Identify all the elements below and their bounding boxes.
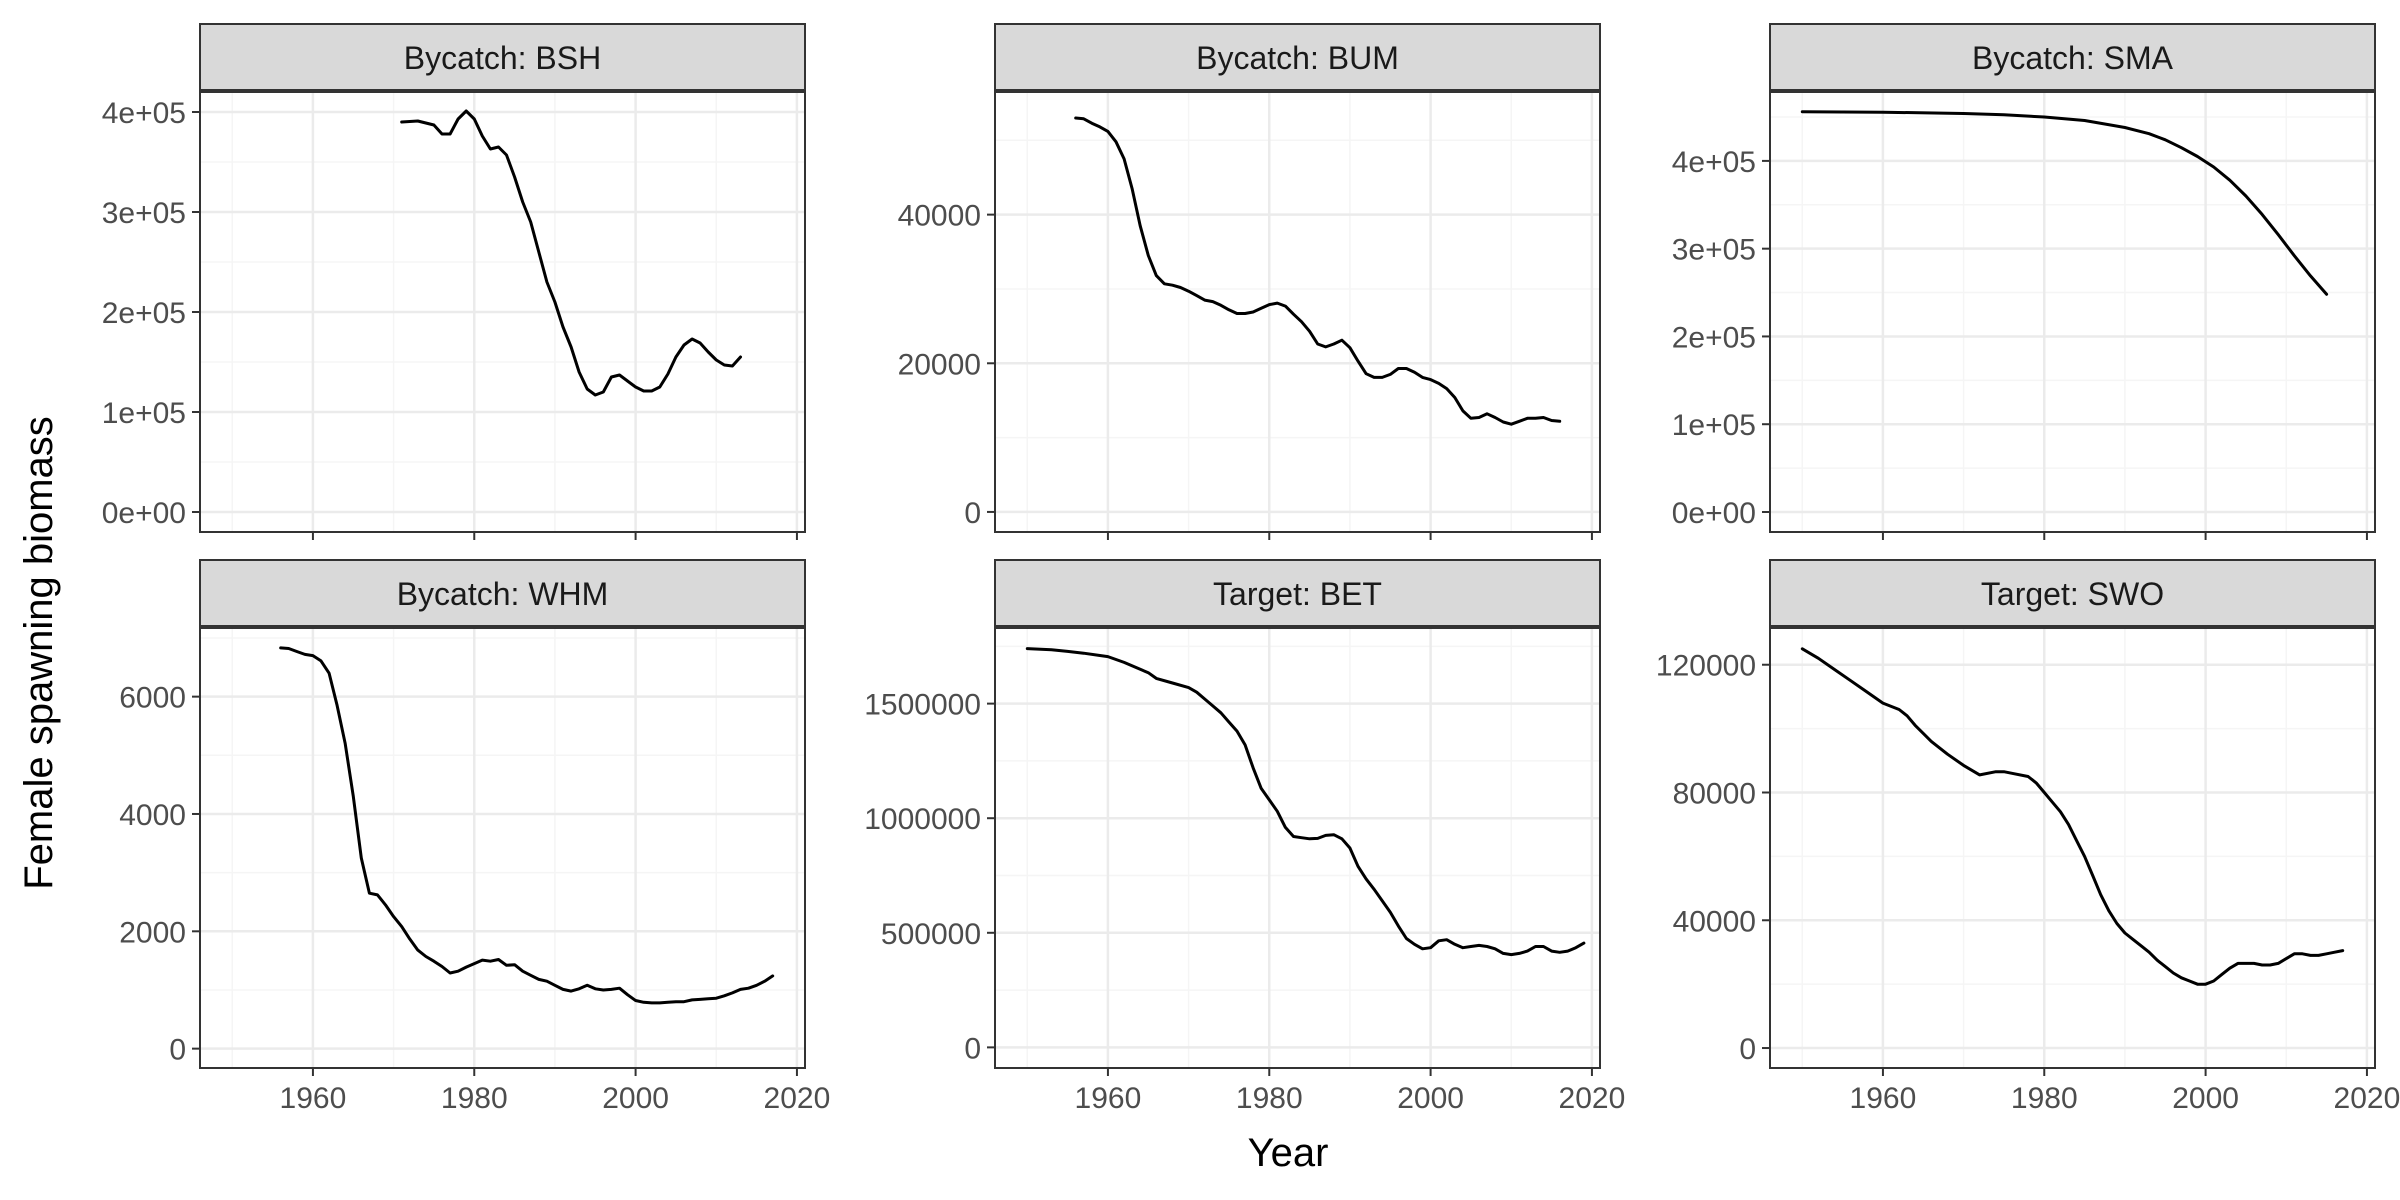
y-tick-label: 80000 [1673, 778, 1756, 811]
facet-strip [1769, 23, 2376, 91]
x-tick-label: 1960 [280, 1082, 347, 1115]
series-line-bycatch-whm [279, 646, 775, 1005]
series-line-bycatch-bsh [400, 109, 742, 397]
panel-background [1770, 92, 2375, 532]
x-tick-label: 2000 [602, 1082, 669, 1115]
y-tick-label: 2e+05 [1672, 321, 1756, 354]
panel-bycatch-bsh: Bycatch: BSH 0e+00 1e+05 2e+05 3e+05 4e+05 [102, 23, 806, 540]
facet-strip [1769, 559, 2376, 627]
panel-bycatch-bum: Bycatch: BUM 0 20000 40000 [898, 23, 1601, 540]
x-tick-label: 2000 [1397, 1082, 1464, 1115]
y-tick-label: 0 [964, 497, 981, 530]
panel-border [994, 627, 1601, 1069]
panel-bycatch-whm: Bycatch: WHM 0 2000 4000 6000 1960 1980 2000 202… [119, 559, 831, 1115]
facet-strip-label: Bycatch: SMA [1972, 40, 2174, 76]
x-axis-title: Year [1248, 1131, 1329, 1175]
y-tick-label: 2e+05 [102, 297, 186, 330]
y-tick-label: 3e+05 [102, 197, 186, 230]
facet-strip [994, 23, 1601, 91]
y-tick-label: 0 [964, 1032, 981, 1065]
y-tick-label: 4e+05 [102, 97, 186, 130]
y-axis-title: Female spawning biomass [17, 416, 61, 890]
y-tick-label: 40000 [1673, 905, 1756, 938]
y-tick-label: 20000 [898, 348, 981, 381]
series-line-target-bet [1025, 647, 1586, 957]
x-tick-label: 2020 [1559, 1082, 1626, 1115]
panel-background [1770, 628, 2375, 1068]
y-tick-label: 120000 [1656, 650, 1756, 683]
y-tick-label: 500000 [881, 918, 981, 951]
facet-strip-label: Bycatch: BUM [1196, 40, 1399, 76]
y-tick-label: 4e+05 [1672, 146, 1756, 179]
y-tick-label: 40000 [898, 200, 981, 233]
x-tick-label: 1980 [1236, 1082, 1303, 1115]
y-tick-label: 1e+05 [102, 397, 186, 430]
panel-background [995, 92, 1600, 532]
facet-strip-label: Target: BET [1213, 576, 1382, 612]
y-tick-label: 1500000 [864, 689, 981, 722]
facet-strip [199, 559, 806, 627]
series-line-bycatch-bum [1074, 116, 1562, 426]
x-tick-label: 1960 [1075, 1082, 1142, 1115]
y-tick-label: 1e+05 [1672, 409, 1756, 442]
y-tick-label: 3e+05 [1672, 234, 1756, 267]
panel-border [1769, 627, 2376, 1069]
y-tick-label: 4000 [119, 799, 186, 832]
y-tick-label: 1000000 [864, 803, 981, 836]
facet-strip [994, 559, 1601, 627]
series-line-target-swo [1800, 647, 2345, 986]
x-tick-label: 1980 [2011, 1082, 2078, 1115]
x-tick-label: 1960 [1850, 1082, 1917, 1115]
x-tick-label: 1980 [441, 1082, 508, 1115]
y-tick-label: 2000 [119, 916, 186, 949]
panel-border [199, 627, 806, 1069]
panel-background [200, 628, 805, 1068]
y-tick-label: 6000 [119, 682, 186, 715]
x-tick-label: 2020 [2334, 1082, 2400, 1115]
facet-strip-label: Target: SWO [1981, 576, 2164, 612]
y-tick-label: 0e+00 [1672, 497, 1756, 530]
y-tick-label: 0e+00 [102, 497, 186, 530]
series-line-bycatch-sma [1800, 110, 2329, 296]
facet-panels: Bycatch: BSH0e+001e+052e+053e+054e+05Byc… [102, 23, 2400, 1115]
x-tick-label: 2000 [2172, 1082, 2239, 1115]
panel-border [1769, 91, 2376, 533]
panel-border [994, 91, 1601, 533]
panel-target-bet: Target: BET 0 500000 1000000 1500000 1960 1980… [864, 559, 1626, 1115]
facet-strip [199, 23, 806, 91]
y-tick-label: 0 [1739, 1033, 1756, 1066]
y-tick-label: 0 [169, 1034, 186, 1067]
panel-background [995, 628, 1600, 1068]
panel-bycatch-sma: Bycatch: SMA 0e+00 1e+05 2e+05 3e+05 4e+05 [1672, 23, 2376, 540]
facet-strip-label: Bycatch: WHM [397, 576, 609, 612]
facet-strip-label: Bycatch: BSH [404, 40, 601, 76]
x-tick-label: 2020 [764, 1082, 831, 1115]
panel-target-swo: Target: SWO 0 40000 80000 120000 1960 1980 2000… [1656, 559, 2400, 1115]
